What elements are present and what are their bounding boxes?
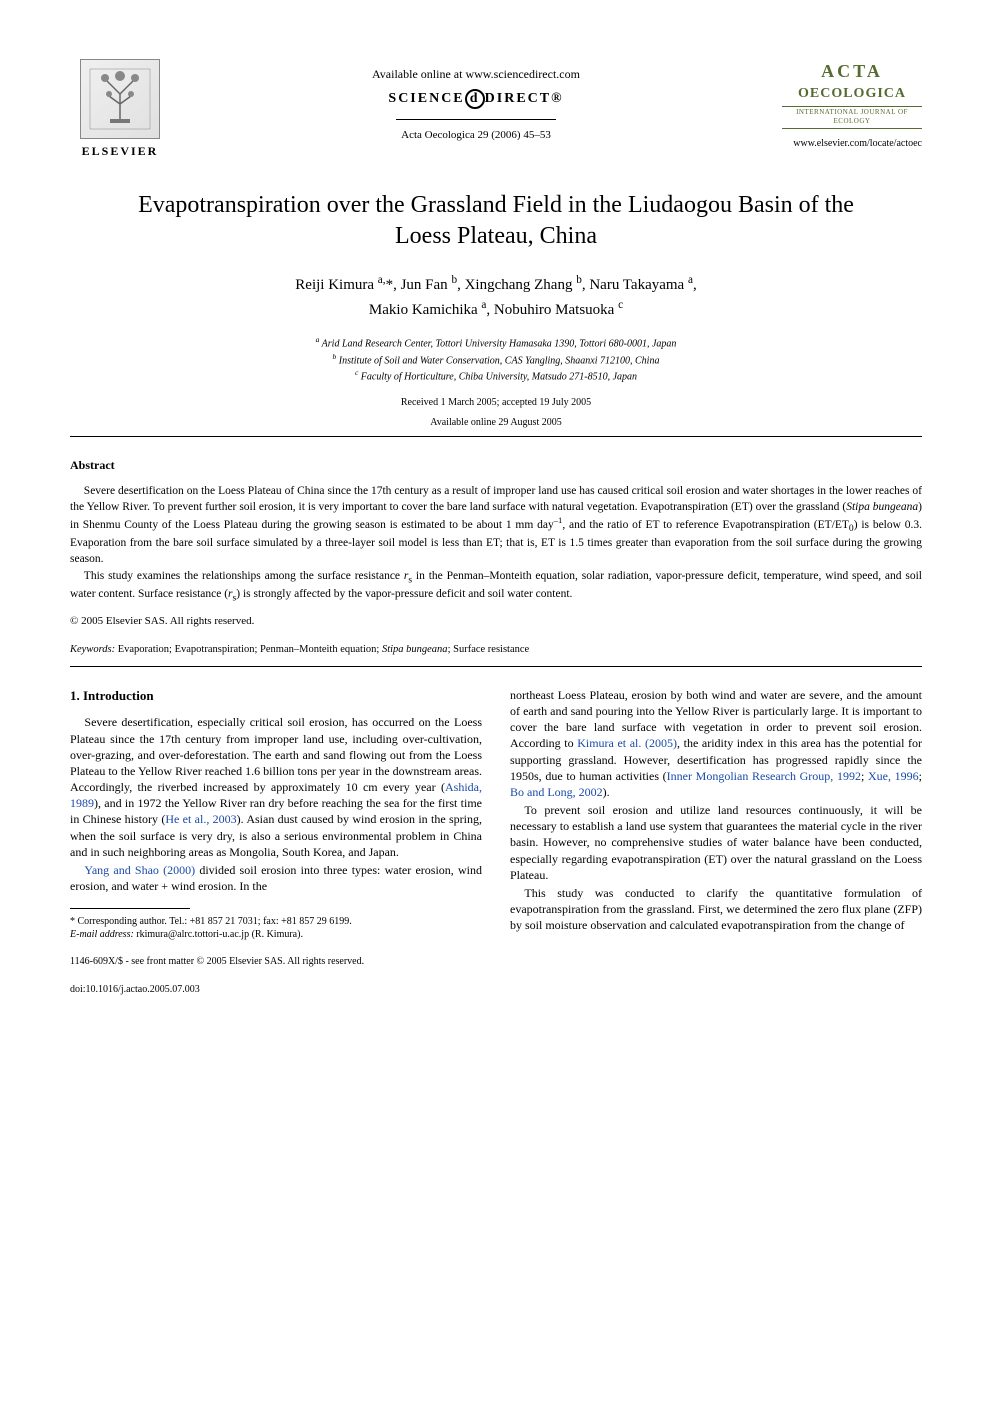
doi-line: doi:10.1016/j.actao.2005.07.003 bbox=[70, 983, 922, 997]
online-date: Available online 29 August 2005 bbox=[70, 416, 922, 430]
article-title: Evapotranspiration over the Grassland Fi… bbox=[110, 190, 882, 252]
header: ELSEVIER Available online at www.science… bbox=[70, 50, 922, 160]
left-column: 1. Introduction Severe desertification, … bbox=[70, 687, 482, 942]
affiliation-b: b Institute of Soil and Water Conservati… bbox=[70, 352, 922, 368]
footnote-separator bbox=[70, 908, 190, 909]
keywords: Keywords: Evaporation; Evapotranspiratio… bbox=[70, 643, 922, 658]
email-address: rkimura@alrc.tottori-u.ac.jp (R. Kimura)… bbox=[136, 929, 303, 940]
keywords-label: Keywords: bbox=[70, 644, 115, 655]
divider bbox=[396, 119, 556, 120]
abstract-body: Severe desertification on the Loess Plat… bbox=[70, 484, 922, 606]
sciencedirect-logo: SCIENCEdDIRECT® bbox=[190, 89, 762, 109]
journal-title-top: ACTA bbox=[782, 59, 922, 84]
sd-right: DIRECT® bbox=[485, 91, 564, 106]
center-header: Available online at www.sciencedirect.co… bbox=[170, 66, 782, 143]
intro-p1-cont: northeast Loess Plateau, erosion by both… bbox=[510, 687, 922, 800]
abstract-p1: Severe desertification on the Loess Plat… bbox=[70, 484, 922, 567]
elsevier-tree-icon bbox=[80, 59, 160, 139]
authors: Reiji Kimura a,*, Jun Fan b, Xingchang Z… bbox=[70, 272, 922, 321]
divider bbox=[70, 436, 922, 437]
cite-he[interactable]: He et al., 2003 bbox=[165, 812, 236, 826]
corresponding-footnote: * Corresponding author. Tel.: +81 857 21… bbox=[70, 915, 482, 928]
received-date: Received 1 March 2005; accepted 19 July … bbox=[70, 396, 922, 410]
copyright: © 2005 Elsevier SAS. All rights reserved… bbox=[70, 614, 922, 629]
cite-yang[interactable]: Yang and Shao (2000) bbox=[84, 863, 195, 877]
intro-p2: Yang and Shao (2000) divided soil erosio… bbox=[70, 862, 482, 894]
publisher-logo: ELSEVIER bbox=[70, 50, 170, 160]
cite-bo-long[interactable]: Bo and Long, 2002 bbox=[510, 785, 603, 799]
keywords-list: Evaporation; Evapotranspiration; Penman–… bbox=[118, 644, 529, 655]
journal-tagline: INTERNATIONAL JOURNAL OF ECOLOGY bbox=[782, 106, 922, 130]
journal-logo: ACTA OECOLOGICA INTERNATIONAL JOURNAL OF… bbox=[782, 59, 922, 151]
cite-xue[interactable]: Xue, 1996 bbox=[868, 769, 919, 783]
journal-url: www.elsevier.com/locate/actoec bbox=[782, 137, 922, 151]
affiliation-a: a a Arid Land Research Center, Tottori U… bbox=[70, 335, 922, 351]
issn-line: 1146-609X/$ - see front matter © 2005 El… bbox=[70, 955, 922, 969]
intro-p4: This study was conducted to clarify the … bbox=[510, 885, 922, 934]
abstract-heading: Abstract bbox=[70, 457, 922, 474]
affiliations: a a Arid Land Research Center, Tottori U… bbox=[70, 335, 922, 384]
sd-circle-icon: d bbox=[465, 89, 485, 109]
email-footnote: E-mail address: rkimura@alrc.tottori-u.a… bbox=[70, 928, 482, 941]
cite-inner-mongolian[interactable]: Inner Mongolian Research Group, 1992 bbox=[667, 769, 861, 783]
intro-p1: Severe desertification, especially criti… bbox=[70, 714, 482, 860]
cite-kimura[interactable]: Kimura et al. (2005) bbox=[577, 736, 677, 750]
sd-left: SCIENCE bbox=[388, 91, 464, 106]
body-columns: 1. Introduction Severe desertification, … bbox=[70, 687, 922, 942]
section-1-heading: 1. Introduction bbox=[70, 687, 482, 705]
email-label: E-mail address: bbox=[70, 929, 134, 940]
authors-line1: Reiji Kimura a,*, Jun Fan b, Xingchang Z… bbox=[295, 277, 696, 293]
authors-line2: Makio Kamichika a, Nobuhiro Matsuoka c bbox=[369, 302, 623, 318]
divider bbox=[70, 666, 922, 667]
available-online-text: Available online at www.sciencedirect.co… bbox=[190, 66, 762, 83]
journal-title-bottom: OECOLOGICA bbox=[782, 84, 922, 104]
tree-icon bbox=[85, 64, 155, 134]
right-column: northeast Loess Plateau, erosion by both… bbox=[510, 687, 922, 942]
publisher-name: ELSEVIER bbox=[82, 143, 159, 160]
journal-reference: Acta Oecologica 29 (2006) 45–53 bbox=[190, 128, 762, 143]
affiliation-c: c Faculty of Horticulture, Chiba Univers… bbox=[70, 368, 922, 384]
intro-p3: To prevent soil erosion and utilize land… bbox=[510, 802, 922, 883]
abstract-p2: This study examines the relationships am… bbox=[70, 569, 922, 605]
